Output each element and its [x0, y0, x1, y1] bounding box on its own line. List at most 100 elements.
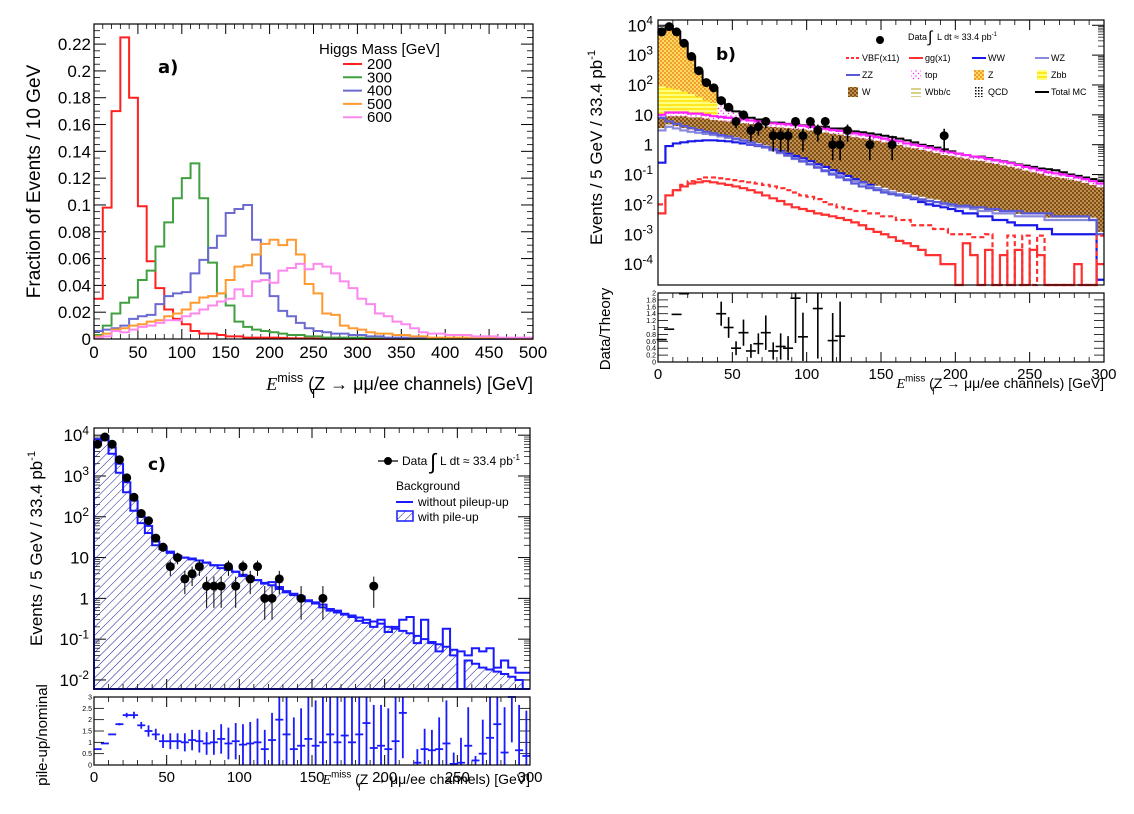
c-y-tick-label: 104 — [63, 423, 89, 445]
b-y-tick-label-base: 10 — [627, 46, 646, 65]
b-legend-label: VBF(x11) — [862, 53, 899, 63]
c-data-point — [187, 569, 197, 579]
b-y-tick-label-base: 10 — [624, 255, 643, 274]
c-y-tick-label-base: 10 — [60, 671, 79, 690]
b-ratio-x-tick-label: 300 — [1091, 366, 1116, 383]
b-y-tick-label: 10-2 — [624, 193, 654, 215]
b-legend-swatch — [911, 87, 921, 97]
b-data-point — [813, 125, 823, 135]
b-data-point — [709, 83, 719, 93]
a-x-tick-label: 50 — [128, 343, 147, 362]
a-legend-label-500: 500 — [367, 96, 392, 113]
a-y-tick-label: 0.18 — [58, 89, 91, 108]
a-y-tick-label: 0 — [82, 330, 91, 349]
b-y-tick-label: 10 — [634, 106, 653, 125]
b-data-point — [828, 140, 838, 150]
b-legend-label: ZZ — [862, 70, 873, 80]
a-series-600 — [94, 262, 533, 339]
a-x-tick-label: 450 — [475, 343, 503, 362]
b-y-tick-label-sup: -1 — [642, 163, 653, 177]
b-ratio-y-tick-label: 1.8 — [646, 297, 656, 304]
b-legend-data-label: Data — [908, 32, 927, 42]
b-x-axis-label: Emiss (Z → μμ/ee channels) [GeV] — [896, 374, 1104, 392]
b-y-tick-label: 103 — [627, 43, 653, 65]
a-y-tick-label: 0.12 — [58, 169, 91, 188]
b-y-tick-label-base: 10 — [624, 225, 643, 244]
b-ratio-y-tick-label: 0.8 — [646, 332, 656, 339]
b-legend-label: QCD — [988, 87, 1009, 97]
b-y-tick-label-sup: -2 — [642, 193, 653, 207]
a-y-tick-label: 0.06 — [58, 250, 91, 269]
b-series-VBFx11 — [658, 176, 1104, 287]
c-legend-data-marker — [384, 457, 392, 465]
c-data-point — [223, 562, 233, 572]
c-legend-lumi: L dt ≈ 33.4 pb-1 — [440, 453, 521, 468]
b-ratio-x-tick-label: 100 — [794, 366, 819, 383]
b-data-point — [843, 125, 853, 135]
a-x-label-rest: (Z → μμ/ee channels) [GeV] — [303, 374, 533, 394]
b-legend-label: Zbb — [1051, 70, 1067, 80]
b-legend-swatch — [1037, 70, 1047, 80]
c-ratio-x-tick-label: 250 — [445, 769, 470, 786]
b-data-point — [746, 125, 756, 135]
b-data-point — [939, 131, 949, 141]
a-y-tick-label: 0.14 — [58, 142, 91, 161]
a-x-tick-label: 400 — [431, 343, 459, 362]
b-data-point — [672, 27, 682, 37]
b-integral-symbol: ∫ — [927, 29, 934, 46]
b-y-tick-label: 10-3 — [624, 222, 654, 244]
a-x-tick-label: 300 — [343, 343, 371, 362]
c-x-label-main: E — [322, 773, 332, 788]
b-ratio-y-tick-label: 1 — [652, 325, 656, 332]
a-x-label-main: E — [265, 374, 277, 394]
a-legend-label-600: 600 — [367, 109, 392, 126]
b-y-tick-label-sup: 4 — [646, 13, 653, 27]
c-ratio-x-tick-label: 0 — [90, 769, 98, 786]
c-data-point — [274, 574, 284, 584]
a-legend-label-300: 300 — [367, 69, 392, 86]
c-data-point — [202, 581, 212, 591]
c-data-point — [209, 581, 219, 591]
a-y-tick-label: 0.04 — [58, 276, 91, 295]
a-x-label-sup: miss — [277, 371, 303, 385]
a-series-300 — [94, 162, 533, 340]
b-y-tick-label-base: 10 — [627, 76, 646, 95]
b-y-label-sup: -1 — [586, 50, 598, 60]
c-data-point — [231, 581, 241, 591]
b-x-label-main: E — [896, 377, 906, 392]
a-legend-label-200: 200 — [367, 56, 392, 73]
b-data-point — [768, 131, 778, 141]
c-data-point — [260, 593, 270, 603]
c-y-tick-label-sup: 4 — [82, 423, 89, 437]
c-data-point — [318, 593, 328, 603]
b-data-point — [791, 116, 801, 126]
b-legend-label: W — [862, 87, 871, 97]
c-x-label-sup: miss — [331, 770, 351, 781]
b-data-point — [664, 22, 674, 32]
a-x-tick-label: 500 — [519, 343, 547, 362]
b-y-tick-label-base: 10 — [634, 106, 653, 125]
b-legend-swatch — [974, 70, 984, 80]
c-y-tick-label-base: 10 — [63, 508, 82, 527]
b-data-point — [679, 38, 689, 48]
c-y-tick-label: 10-1 — [60, 627, 90, 649]
b-data-point — [798, 131, 808, 141]
c-ratio-y-tick-label: 3 — [88, 695, 92, 702]
b-legend-data-marker — [876, 36, 884, 44]
c-legend-lumi-text: L dt ≈ 33.4 pb — [440, 454, 513, 468]
b-y-tick-label: 102 — [627, 73, 653, 95]
b-y-tick-label-sup: 2 — [646, 73, 653, 87]
b-data-point — [716, 96, 726, 106]
c-y-tick-label-sup: -2 — [78, 668, 89, 682]
c-data-point — [107, 439, 117, 449]
b-legend-label: Z — [988, 70, 994, 80]
a-x-tick-label: 250 — [299, 343, 327, 362]
b-data-point — [805, 116, 815, 126]
c-y-tick-label-sup: -1 — [78, 627, 89, 641]
b-ratio-y-tick-label: 0.6 — [646, 339, 656, 346]
b-legend-lumi-text: L dt ≈ 33.4 pb — [937, 32, 992, 42]
c-y-tick-label: 10-2 — [60, 668, 90, 690]
c-data-point — [173, 553, 183, 563]
a-x-axis-label: Emiss (Z → μμ/ee channels) [GeV] — [265, 371, 533, 394]
b-legend-label: Total MC — [1051, 87, 1087, 97]
